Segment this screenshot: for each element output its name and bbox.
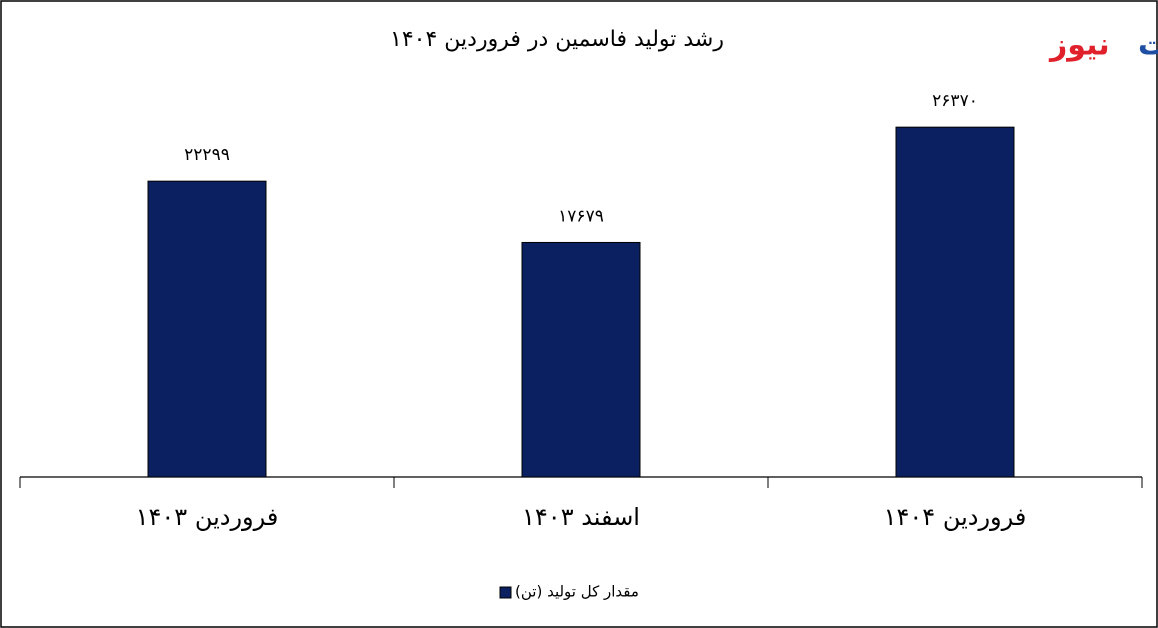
bar [895, 126, 1015, 478]
logo-part: تجارت [1138, 28, 1158, 63]
bar [147, 180, 267, 478]
data-label: ۱۷۶۷۹ [558, 206, 604, 226]
bar [521, 241, 641, 478]
data-label: ۲۲۲۹۹ [184, 145, 230, 165]
x-tick-label: فروردین ۱۴۰۳ [136, 503, 279, 531]
x-tick-label: اسفند ۱۴۰۳ [522, 503, 640, 531]
legend-label: مقدار کل تولید (تن) [515, 583, 639, 601]
chart-title: رشد تولید فاسمین در فروردین ۱۴۰۴ [390, 27, 724, 52]
legend-swatch [499, 586, 512, 599]
x-tick-label: فروردین ۱۴۰۴ [884, 503, 1027, 531]
logo-part: نیوز [1048, 28, 1110, 63]
data-label: ۲۶۳۷۰ [932, 91, 978, 111]
